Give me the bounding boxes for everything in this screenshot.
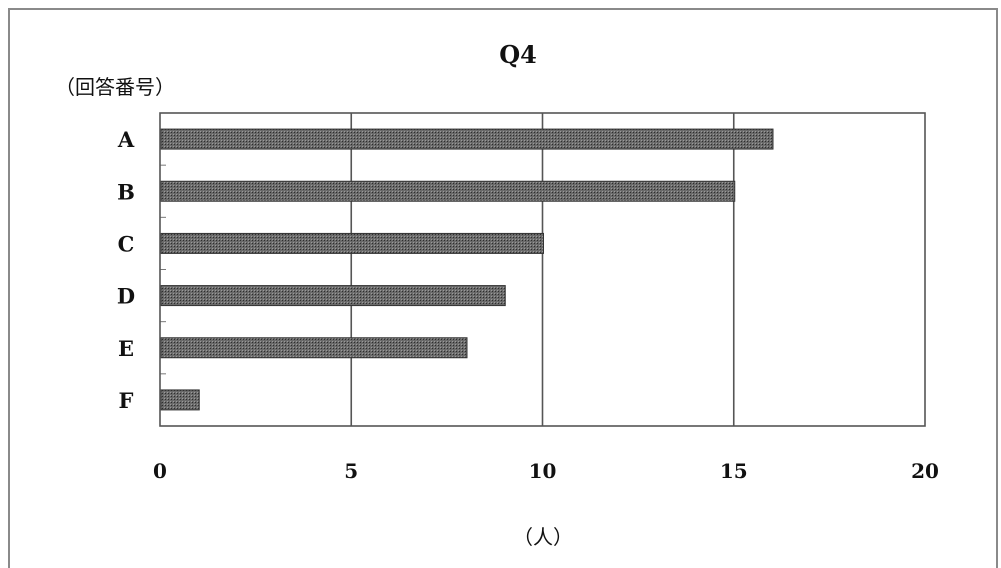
x-tick-label: 0	[153, 459, 167, 483]
y-category-label: B	[117, 179, 135, 204]
y-category-label: A	[117, 127, 135, 152]
x-tick-label: 15	[720, 459, 748, 483]
x-tick-label: 5	[344, 459, 358, 483]
bar-d	[160, 285, 506, 307]
bar-a	[160, 128, 774, 150]
x-axis-label: （人）	[513, 525, 573, 549]
bar-b	[160, 180, 736, 202]
chart-frame	[8, 8, 998, 568]
y-category-label: E	[118, 336, 134, 361]
y-category-label: F	[119, 388, 134, 413]
bar-c	[160, 232, 544, 254]
y-category-label: D	[117, 284, 135, 309]
plot-area: 0 5 10 15 20 A B C D E F	[117, 112, 939, 483]
y-axis-label: （回答番号）	[55, 75, 175, 99]
bar-e	[160, 337, 468, 359]
x-tick-label: 10	[529, 459, 557, 483]
chart-title: Q4	[499, 40, 537, 69]
y-category-label: C	[118, 231, 135, 256]
bar-f	[160, 389, 200, 411]
x-tick-label: 20	[911, 459, 939, 483]
plot-border	[159, 112, 926, 427]
